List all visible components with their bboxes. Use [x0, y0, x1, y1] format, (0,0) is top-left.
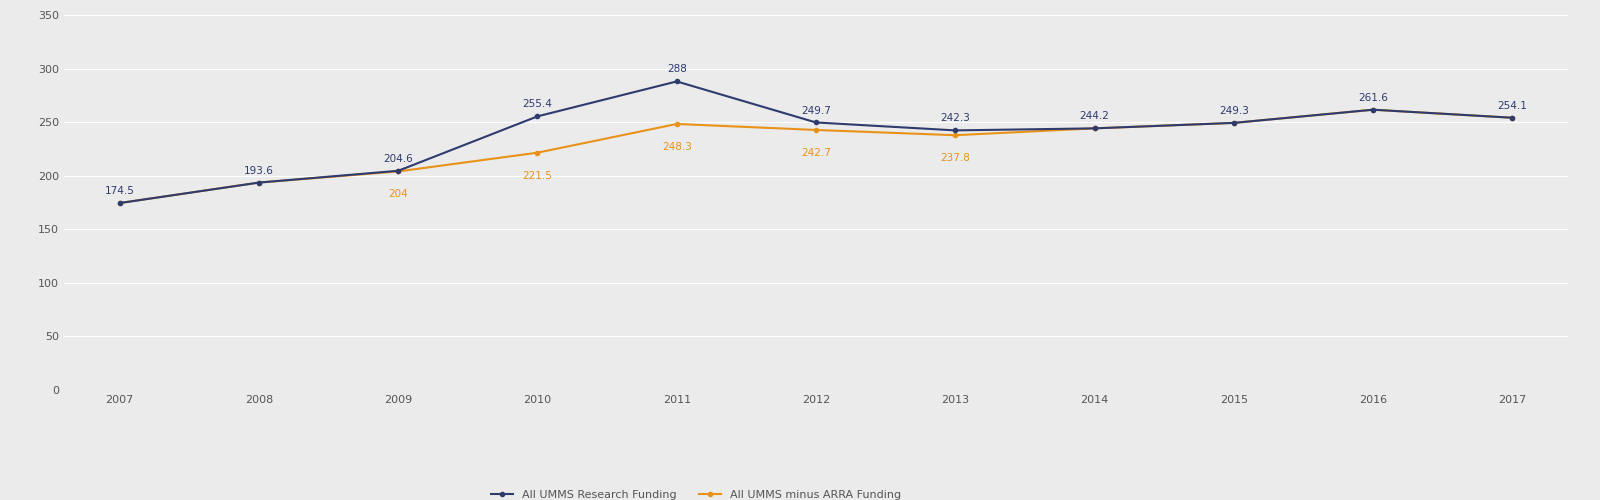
All UMMS Research Funding: [1224, 120, 1243, 126]
All UMMS minus ARRA Funding: [528, 150, 547, 156]
All UMMS Research Funding: [528, 114, 547, 119]
Text: 193.6: 193.6: [245, 166, 274, 175]
All UMMS Research Funding: [110, 200, 130, 206]
Text: 204.6: 204.6: [384, 154, 413, 164]
Text: 254.1: 254.1: [1498, 101, 1528, 111]
Text: 249.7: 249.7: [802, 106, 830, 116]
Text: 248.3: 248.3: [662, 142, 691, 152]
All UMMS minus ARRA Funding: [110, 200, 130, 206]
Line: All UMMS Research Funding: All UMMS Research Funding: [118, 80, 1514, 205]
All UMMS minus ARRA Funding: [1502, 114, 1522, 120]
Text: 288: 288: [667, 64, 686, 74]
Line: All UMMS minus ARRA Funding: All UMMS minus ARRA Funding: [118, 108, 1514, 205]
All UMMS Research Funding: [389, 168, 408, 174]
All UMMS minus ARRA Funding: [946, 132, 965, 138]
Text: 244.2: 244.2: [1080, 112, 1109, 122]
All UMMS minus ARRA Funding: [389, 168, 408, 174]
All UMMS minus ARRA Funding: [806, 127, 826, 133]
Text: 204: 204: [389, 190, 408, 200]
Text: 242.7: 242.7: [802, 148, 830, 158]
Text: 255.4: 255.4: [523, 100, 552, 110]
Text: 261.6: 261.6: [1358, 93, 1387, 103]
All UMMS minus ARRA Funding: [667, 121, 686, 127]
All UMMS Research Funding: [667, 78, 686, 84]
All UMMS Research Funding: [1085, 126, 1104, 132]
All UMMS Research Funding: [250, 180, 269, 186]
All UMMS minus ARRA Funding: [1085, 126, 1104, 132]
All UMMS Research Funding: [806, 120, 826, 126]
Text: 237.8: 237.8: [941, 154, 970, 164]
Text: 249.3: 249.3: [1219, 106, 1248, 116]
All UMMS Research Funding: [1363, 106, 1382, 112]
All UMMS minus ARRA Funding: [1224, 120, 1243, 126]
Text: 174.5: 174.5: [104, 186, 134, 196]
All UMMS minus ARRA Funding: [1363, 106, 1382, 112]
Legend: All UMMS Research Funding, All UMMS minus ARRA Funding: All UMMS Research Funding, All UMMS minu…: [486, 486, 906, 500]
All UMMS Research Funding: [946, 128, 965, 134]
All UMMS Research Funding: [1502, 114, 1522, 120]
Text: 221.5: 221.5: [523, 170, 552, 180]
All UMMS minus ARRA Funding: [250, 180, 269, 186]
Text: 242.3: 242.3: [941, 114, 970, 124]
